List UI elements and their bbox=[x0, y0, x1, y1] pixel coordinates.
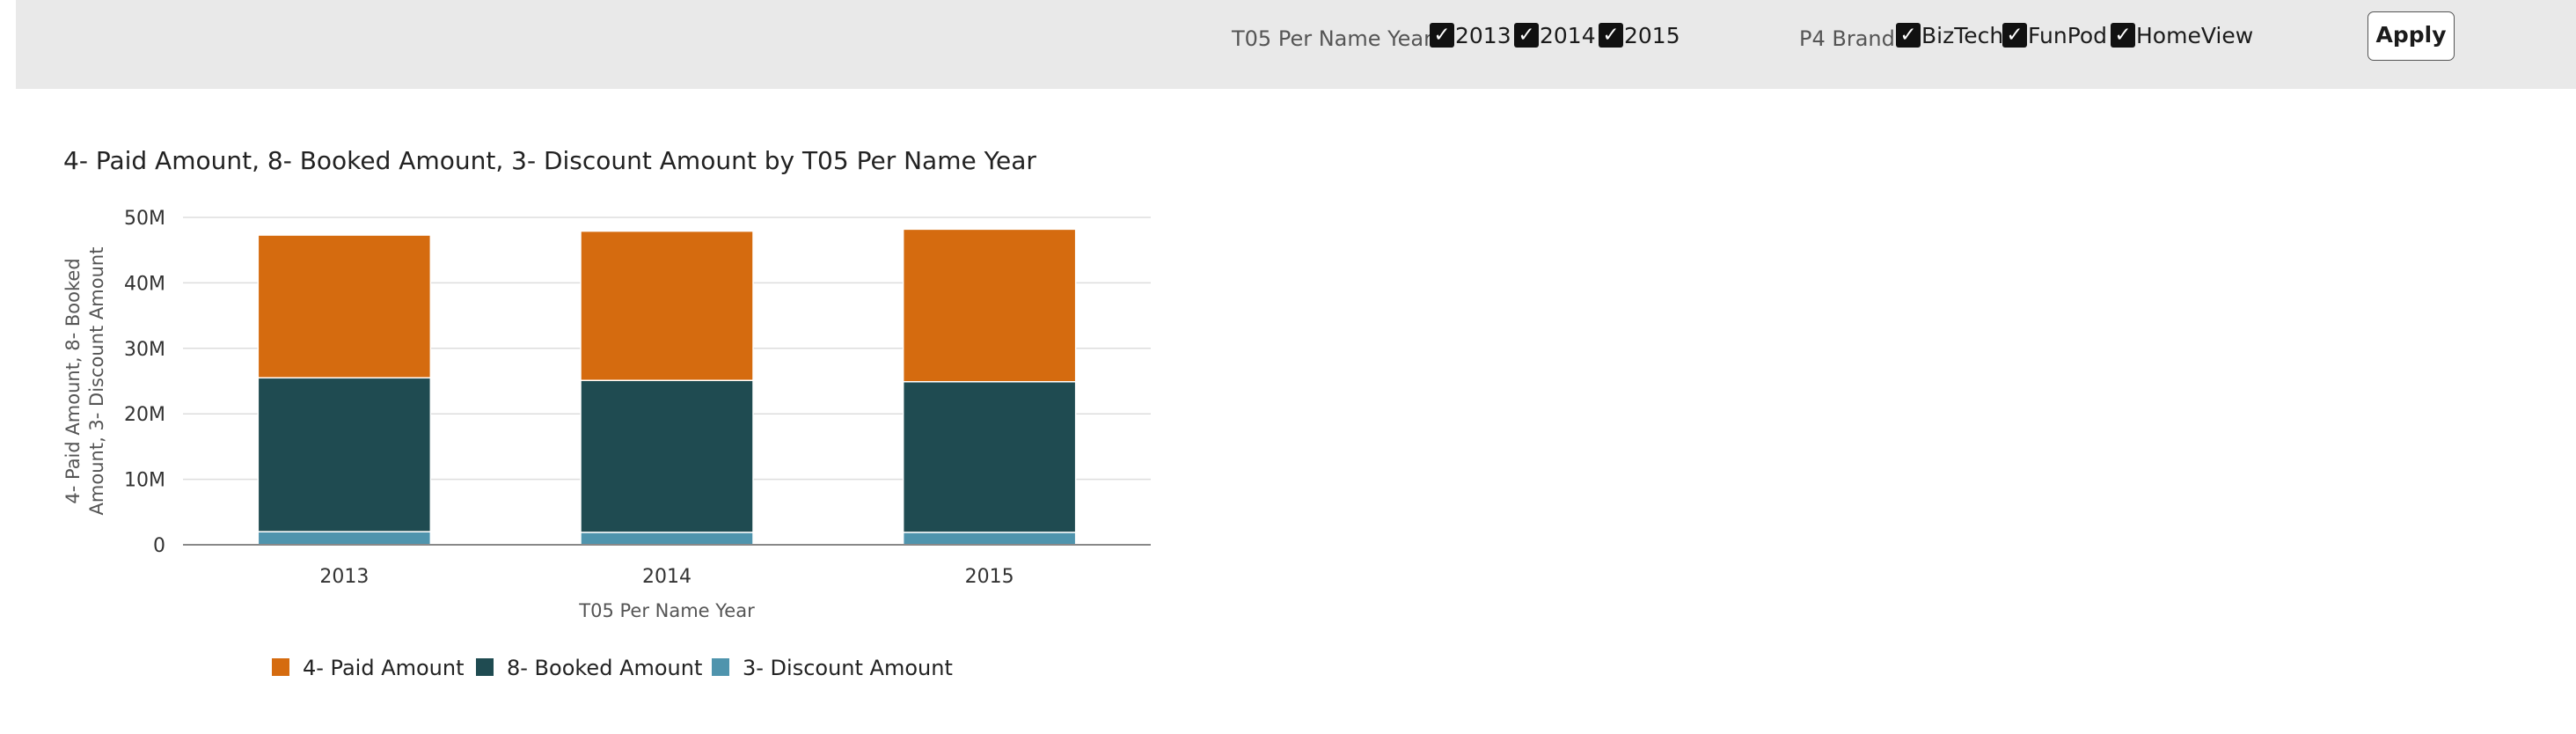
legend-swatch bbox=[712, 658, 729, 676]
brand-filter: P4 Brand ✓ BizTech ✓ FunPod ✓ HomeView bbox=[1799, 18, 2292, 53]
filter-bar: T05 Per Name Year ✓ 2013 ✓ 2014 ✓ 2015 P… bbox=[16, 0, 2576, 89]
checkbox-checked-icon[interactable]: ✓ bbox=[2111, 23, 2135, 48]
checkbox-checked-icon[interactable]: ✓ bbox=[2002, 23, 2027, 48]
y-tick-label: 40M bbox=[124, 273, 165, 295]
bar-segment bbox=[902, 380, 1077, 533]
y-tick-label: 30M bbox=[124, 339, 165, 361]
bar-segment bbox=[580, 379, 754, 533]
legend-label: 8- Booked Amount bbox=[507, 656, 702, 680]
bar-segment bbox=[580, 230, 754, 382]
apply-button[interactable]: Apply bbox=[2367, 11, 2455, 61]
checkbox-checked-icon[interactable]: ✓ bbox=[1599, 23, 1623, 48]
checkbox-label: 2013 bbox=[1455, 22, 1511, 48]
legend-swatch bbox=[272, 658, 289, 676]
brand-checkbox-homeview[interactable]: ✓ HomeView bbox=[2111, 20, 2253, 50]
legend-swatch bbox=[476, 658, 494, 676]
checkbox-checked-icon[interactable]: ✓ bbox=[1430, 23, 1454, 48]
checkbox-label: FunPod bbox=[2028, 22, 2108, 48]
checkbox-label: 2014 bbox=[1540, 22, 1596, 48]
x-tick-label: 2014 bbox=[642, 566, 692, 588]
year-checkbox-2014[interactable]: ✓ 2014 bbox=[1514, 20, 1596, 50]
bar-segment bbox=[257, 234, 432, 379]
year-filter: T05 Per Name Year ✓ 2013 ✓ 2014 ✓ 2015 bbox=[1232, 18, 1680, 53]
checkbox-label: 2015 bbox=[1624, 22, 1680, 48]
year-filter-label: T05 Per Name Year bbox=[1232, 26, 1432, 51]
y-tick-label: 20M bbox=[124, 404, 165, 426]
checkbox-label: HomeView bbox=[2136, 22, 2254, 48]
legend-label: 3- Discount Amount bbox=[743, 656, 953, 680]
x-tick-label: 2015 bbox=[965, 566, 1014, 588]
bar-segment bbox=[902, 228, 1077, 383]
bar-segment bbox=[257, 377, 432, 532]
x-tick-label: 2013 bbox=[319, 566, 369, 588]
bar-segment bbox=[902, 532, 1077, 546]
brand-checkbox-funpod[interactable]: ✓ FunPod bbox=[2002, 20, 2107, 50]
brand-checkbox-biztech[interactable]: ✓ BizTech bbox=[1896, 20, 2003, 50]
y-tick-label: 50M bbox=[124, 208, 165, 230]
y-tick-label: 10M bbox=[124, 470, 165, 492]
y-axis-title: 4- Paid Amount, 8- Booked Amount, 3- Disc… bbox=[62, 247, 107, 516]
year-checkbox-2013[interactable]: ✓ 2013 bbox=[1430, 20, 1511, 50]
chart-title: 4- Paid Amount, 8- Booked Amount, 3- Dis… bbox=[63, 146, 1036, 175]
brand-filter-label: P4 Brand bbox=[1799, 26, 1895, 51]
checkbox-checked-icon[interactable]: ✓ bbox=[1514, 23, 1539, 48]
y-axis-title-line: Amount, 3- Discount Amount bbox=[86, 247, 107, 516]
y-axis-title-line: 4- Paid Amount, 8- Booked bbox=[62, 258, 84, 503]
x-axis-title: T05 Per Name Year bbox=[578, 600, 755, 621]
y-tick-label: 0 bbox=[153, 535, 165, 557]
legend-label: 4- Paid Amount bbox=[303, 656, 465, 680]
checkbox-checked-icon[interactable]: ✓ bbox=[1896, 23, 1921, 48]
checkbox-label: BizTech bbox=[1921, 22, 2004, 48]
year-checkbox-2015[interactable]: ✓ 2015 bbox=[1599, 20, 1680, 50]
bar-segment bbox=[580, 532, 754, 546]
bar-segment bbox=[257, 531, 432, 546]
